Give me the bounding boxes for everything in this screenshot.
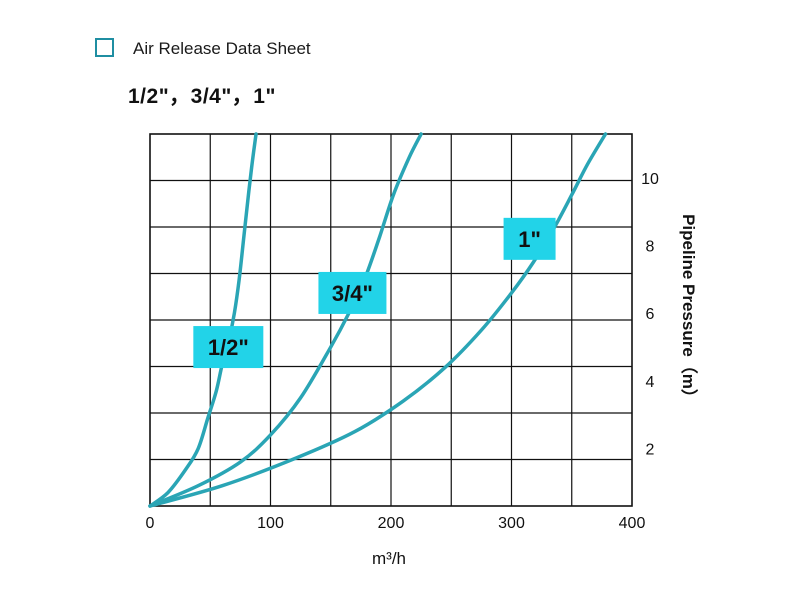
y-tick-label: 2	[646, 442, 655, 459]
y-tick-label: 10	[641, 171, 659, 188]
callout-box	[503, 217, 556, 260]
valve-sizes-heading: 1/2"，3/4"，1"	[128, 85, 276, 108]
series-line-3	[148, 132, 608, 508]
x-tick-label: 0	[146, 515, 155, 532]
callout-box	[318, 271, 387, 314]
y-tick-label: 4	[646, 374, 655, 391]
grid	[149, 133, 633, 507]
tick-labels: 0 100 200 300 400 2 4 6 8 10	[146, 171, 659, 532]
series-label: 3/4"	[332, 281, 373, 306]
y-tick-label: 8	[646, 239, 655, 256]
x-axis-title: m³/h	[372, 549, 406, 568]
x-tick-label: 100	[257, 515, 284, 532]
series-label: 1"	[518, 227, 541, 252]
series-line-2	[148, 132, 423, 508]
series-label: 1/2"	[208, 335, 249, 360]
y-tick-label: 6	[646, 306, 655, 323]
sheet-title: Air Release Data Sheet	[133, 39, 311, 58]
callout-box	[193, 326, 264, 369]
x-tick-label: 200	[378, 515, 405, 532]
y-axis-title: Pipeline Pressure（m）	[679, 214, 699, 406]
checkbox-square-icon	[95, 38, 114, 57]
callouts: 1/2" 3/4" 1"	[193, 217, 556, 369]
x-tick-label: 400	[619, 515, 646, 532]
x-tick-label: 300	[498, 515, 525, 532]
